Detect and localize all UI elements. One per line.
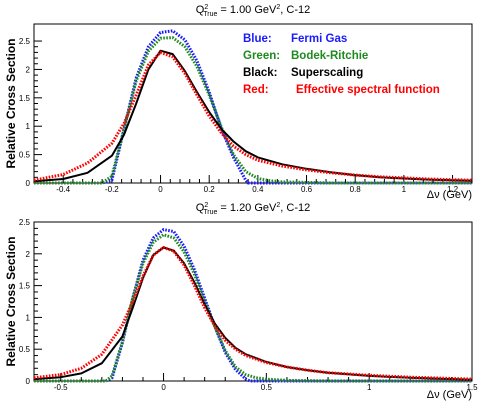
y-tick-label: 1: [26, 122, 31, 131]
chart-title-part: = 1.00 GeV: [217, 4, 277, 16]
legend-key: Green:: [243, 50, 280, 62]
legend-label: Fermi Gas: [291, 33, 347, 45]
y-tick-label: 1.5: [19, 282, 31, 291]
x-axis-label: Δν (GeV): [427, 189, 472, 201]
y-tick-label: 2: [26, 65, 31, 74]
x-tick-label: 1: [402, 185, 407, 194]
x-tick-label: 0.4: [252, 185, 264, 194]
chart-title-part: 2: [204, 4, 208, 11]
series-line-4: [33, 245, 473, 381]
y-tick-label: 0: [26, 179, 31, 188]
plot-frame: [33, 221, 473, 382]
legend-key: Blue:: [243, 33, 272, 45]
chart-title-part: 2: [276, 202, 280, 209]
y-tick-label: 0: [26, 377, 31, 386]
x-tick-label: -0.2: [105, 185, 119, 194]
x-tick-label: 0.2: [204, 185, 216, 194]
x-tick-label: 0.6: [301, 185, 313, 194]
chart-title-part: , C-12: [280, 202, 310, 214]
legend-key: Black:: [243, 67, 278, 79]
x-tick-label: 0: [158, 185, 163, 194]
legend-label: Effective spectral function: [296, 84, 440, 96]
x-tick-label: 0.8: [350, 185, 362, 194]
y-tick-label: 0.5: [19, 151, 31, 160]
y-tick-label: 2: [26, 250, 31, 259]
chart-title-part: True: [203, 209, 217, 216]
legend-key: Red:: [243, 84, 269, 96]
chart-panel-2: 00.511.522.5-0.5 0 0.5 1 1.5Q2 True = 1.20 Ge…: [4, 202, 478, 401]
y-tick-label: 2.5: [19, 37, 31, 46]
chart-title-part: Q: [196, 4, 205, 16]
series-line-2: [34, 36, 472, 185]
x-tick-label: -0.4: [56, 185, 70, 194]
chart-title-part: = 1.20 GeV: [217, 202, 277, 214]
y-axis-label: Relative Cross Section: [4, 38, 18, 168]
chart-title-part: True: [203, 11, 217, 18]
y-tick-label: 1: [26, 313, 31, 322]
x-tick-label: 1.5: [466, 383, 478, 392]
series-line-4: [33, 50, 473, 182]
y-axis-label: Relative Cross Section: [4, 236, 18, 366]
y-tick-label: 2.5: [19, 218, 31, 227]
x-tick-label: -0.5: [54, 383, 68, 392]
chart-title-part: , C-12: [280, 4, 310, 16]
chart-title-part: 2: [276, 4, 280, 11]
chart-title-part: 2: [204, 202, 208, 209]
x-tick-label: 0.5: [261, 383, 273, 392]
series-line-1: [34, 29, 472, 185]
y-tick-label: 1.5: [19, 94, 31, 103]
x-tick-label: 1: [367, 383, 372, 392]
chart-title: Q2 True = 1.20 GeV2, C-12: [196, 202, 311, 216]
legend-label: Bodek-Ritchie: [291, 50, 368, 62]
x-axis-label: Δν (GeV): [427, 389, 472, 401]
series-line-3: [33, 246, 473, 381]
x-tick-label: 0: [161, 383, 166, 392]
x-tick-label: 1.2: [447, 185, 459, 194]
chart-title: Q2 True = 1.00 GeV2, C-12: [196, 4, 311, 18]
chart-panel-1: 00.511.522.5-0.4 -0.2 0 0.2 0.4 0.6 0.8 1 1.2Q2 T…: [4, 4, 473, 201]
y-tick-label: 0.5: [19, 345, 31, 354]
legend-label: Superscaling: [291, 67, 363, 79]
chart-title-part: Q: [196, 202, 205, 214]
